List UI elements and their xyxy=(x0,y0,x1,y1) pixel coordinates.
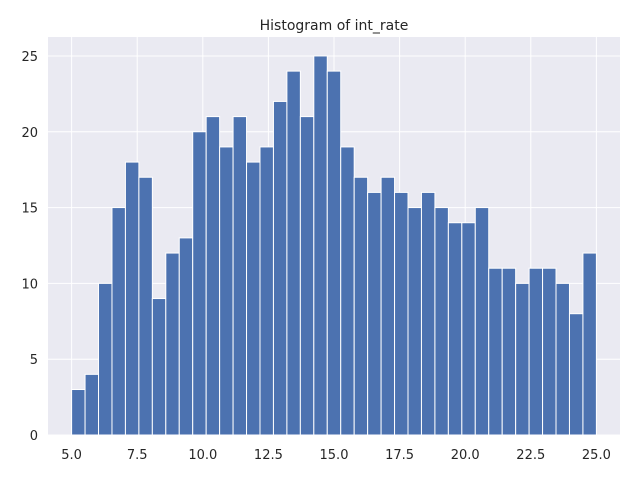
x-axis-ticks: 5.0 7.5 10.0 12.5 15.0 17.5 20.0 22.5 25.0 xyxy=(61,448,611,463)
chart-title: Histogram of int_rate xyxy=(260,18,409,34)
x-tick-label: 5.0 xyxy=(61,448,82,463)
histogram-bar-37 xyxy=(568,313,584,436)
histogram-bar-2 xyxy=(98,282,113,436)
histogram-bar-4 xyxy=(124,161,140,436)
y-tick-label: 15 xyxy=(21,202,38,217)
x-tick-label: 7.5 xyxy=(127,448,148,463)
histogram-bar-7 xyxy=(165,252,180,436)
histogram-bar-5 xyxy=(138,176,153,436)
histogram-bar-20 xyxy=(340,146,355,436)
histogram-bar-30 xyxy=(474,207,490,436)
histogram-bar-21 xyxy=(353,176,369,436)
histogram-bar-29 xyxy=(461,222,476,436)
x-tick-label: 12.5 xyxy=(254,448,283,463)
histogram-bar-10 xyxy=(205,116,221,436)
histogram-bar-38 xyxy=(582,252,597,436)
histogram-bar-25 xyxy=(407,207,422,436)
histogram-bar-36 xyxy=(555,282,570,436)
histogram-bar-16 xyxy=(286,70,301,436)
histogram-bar-22 xyxy=(367,191,382,436)
histogram-bar-31 xyxy=(488,267,503,436)
y-tick-label: 20 xyxy=(21,126,38,141)
y-tick-label: 5 xyxy=(30,353,38,368)
histogram-bar-24 xyxy=(394,191,409,436)
histogram-bars xyxy=(71,55,597,436)
y-axis-ticks: 0 5 10 15 20 25 xyxy=(21,50,38,444)
histogram-bar-34 xyxy=(528,267,544,436)
histogram-bar-6 xyxy=(151,298,167,436)
histogram-bar-3 xyxy=(111,207,126,436)
histogram-bar-32 xyxy=(501,267,517,436)
histogram-bar-12 xyxy=(232,116,248,436)
histogram-bar-11 xyxy=(219,146,234,436)
histogram-bar-35 xyxy=(542,267,557,436)
x-tick-label: 17.5 xyxy=(385,448,414,463)
histogram-bar-18 xyxy=(313,55,328,436)
histogram-bar-15 xyxy=(272,100,288,436)
x-tick-label: 10.0 xyxy=(188,448,217,463)
y-tick-label: 25 xyxy=(21,50,38,65)
histogram-bar-19 xyxy=(326,70,342,436)
x-tick-label: 25.0 xyxy=(582,448,611,463)
x-tick-label: 15.0 xyxy=(320,448,349,463)
histogram-bar-14 xyxy=(259,146,274,436)
histogram-bar-33 xyxy=(515,282,530,436)
histogram-bar-9 xyxy=(192,131,207,436)
histogram-bar-13 xyxy=(246,161,261,436)
histogram-bar-27 xyxy=(434,207,449,436)
x-tick-label: 22.5 xyxy=(516,448,545,463)
histogram-bar-26 xyxy=(420,191,436,436)
histogram-bar-8 xyxy=(178,237,194,436)
histogram-bar-1 xyxy=(84,373,100,436)
x-tick-label: 20.0 xyxy=(451,448,480,463)
y-tick-label: 0 xyxy=(30,429,38,444)
y-tick-label: 10 xyxy=(21,277,38,292)
histogram-bar-23 xyxy=(380,176,396,436)
histogram-bar-28 xyxy=(447,222,463,436)
histogram-bar-0 xyxy=(71,389,86,436)
histogram-bar-17 xyxy=(299,116,315,436)
